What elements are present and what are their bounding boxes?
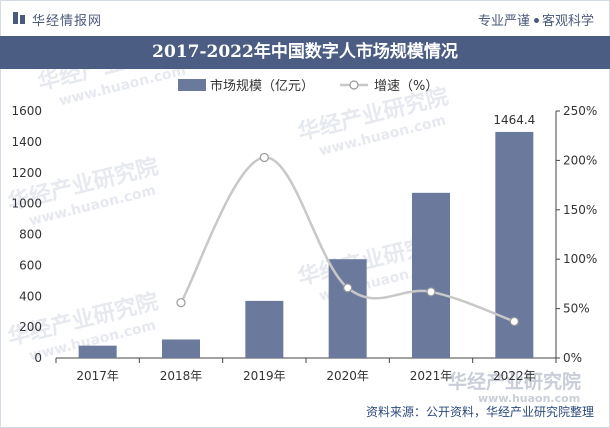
y-right-tick-label: 0%	[563, 351, 582, 365]
growth-point	[509, 316, 519, 327]
data-labels: 1464.4	[493, 113, 535, 127]
chart-title: 2017-2022年中国数字人市场规模情况	[0, 36, 610, 69]
growth-line	[179, 156, 515, 323]
y-right-tick-label: 150%	[563, 203, 597, 217]
y-right-tick-label: 100%	[563, 252, 597, 266]
y-left-tick-label: 1200	[11, 166, 42, 180]
y-right-tick-label: 50%	[563, 302, 590, 316]
brand-name: 华经情报网	[32, 14, 103, 29]
x-tick-label: 2018年	[160, 369, 203, 383]
x-tick-label: 2020年	[326, 369, 369, 383]
axes: 0 200 400 600 800 1000 1200 1400 1600 0% 50% 100% 15…	[11, 104, 597, 383]
legend-label-bar: 市场规模（亿元）	[210, 78, 314, 94]
brand-logo-icon	[13, 12, 25, 24]
bar	[412, 192, 450, 358]
bar	[162, 339, 200, 358]
bar	[78, 345, 117, 358]
x-tick-label: 2021年	[410, 369, 453, 383]
legend-label-line: 增速（%）	[374, 79, 438, 94]
y-right-tick-label: 200%	[563, 153, 597, 167]
tagline: 专业严谨 客观科学	[478, 10, 594, 29]
bar-series	[78, 131, 534, 358]
bar-data-label: 1464.4	[493, 113, 535, 127]
tagline-dot	[533, 18, 539, 23]
watermark-corner-url: www.huaon.com	[478, 392, 580, 403]
legend: 市场规模（亿元） 增速（%）	[178, 78, 438, 94]
y-left-tick-label: 600	[19, 258, 42, 272]
y-left-tick-label: 400	[19, 289, 42, 303]
x-tick-label: 2022年	[493, 369, 536, 383]
growth-point	[176, 298, 186, 308]
bar	[245, 300, 284, 358]
y-left-tick-label: 1600	[11, 104, 42, 118]
watermark-corner-brand: 华经产业研究院	[448, 370, 581, 393]
tagline-right: 客观科学	[541, 14, 594, 29]
top-bar: 华经情报网 专业严谨 客观科学	[0, 0, 610, 36]
tagline-left: 专业严谨	[477, 14, 530, 29]
y-left-tick-label: 1400	[11, 135, 42, 149]
bar	[328, 259, 367, 358]
source-note: 资料来源：公开资料，华经产业研究院整理	[365, 405, 594, 419]
legend-swatch-marker	[349, 80, 359, 90]
growth-point	[343, 283, 353, 293]
y-left-tick-label: 1000	[11, 197, 42, 211]
growth-point	[259, 152, 269, 163]
x-tick-label: 2017年	[76, 369, 119, 383]
line-series	[176, 152, 519, 327]
x-tick-label: 2019年	[243, 369, 286, 383]
y-left-tick-label: 0	[34, 351, 42, 365]
growth-point	[426, 287, 436, 297]
legend-swatch-bar	[178, 79, 206, 91]
y-left-tick-label: 200	[19, 320, 42, 334]
chart-canvas: 华经产业研究院www.huaon.com华经产业研究院www.huaon.com…	[5, 69, 597, 403]
y-left-tick-label: 800	[19, 228, 42, 242]
y-right-tick-label: 250%	[563, 104, 597, 118]
